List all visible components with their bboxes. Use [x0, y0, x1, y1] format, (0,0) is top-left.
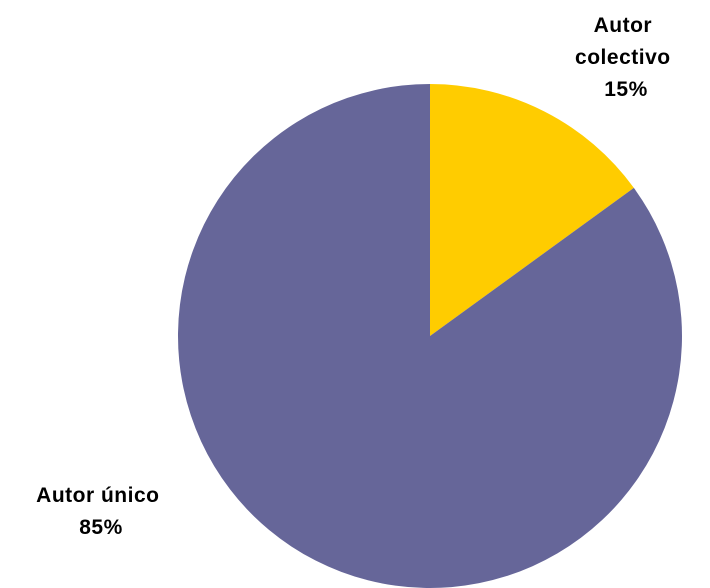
slice-label-colectivo-line-2: colectivo [575, 46, 671, 69]
slice-label-unico-line-1: Autor único [36, 484, 159, 507]
pie-slice-colectivo [430, 84, 634, 336]
slice-label-colectivo: Autor colectivo 15% [575, 14, 677, 101]
pie-slices [177, 84, 682, 588]
slice-value-unico: 85% [79, 516, 123, 539]
slice-label-unico: Autor único 85% [36, 484, 166, 539]
slice-value-colectivo: 15% [604, 78, 648, 101]
slice-label-colectivo-line-1: Autor [594, 14, 653, 37]
pie-slice-unico [177, 84, 682, 588]
